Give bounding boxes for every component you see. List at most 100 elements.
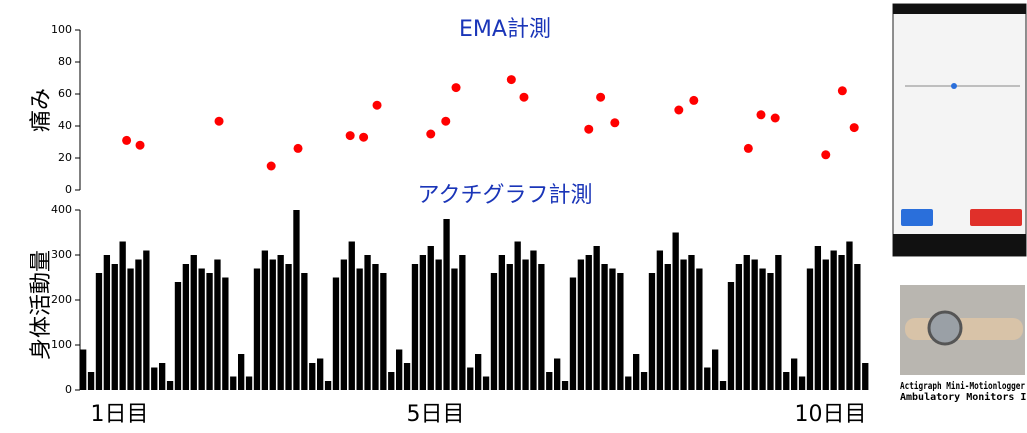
bar (120, 242, 126, 391)
bar (467, 368, 473, 391)
y-tick-label: 0 (65, 183, 72, 196)
data-point (294, 144, 303, 153)
bar (578, 260, 584, 391)
bar (688, 255, 694, 390)
bar (301, 273, 307, 390)
data-point (136, 141, 145, 150)
bar (230, 377, 236, 391)
bar (846, 242, 852, 391)
bar (862, 363, 868, 390)
bar (364, 255, 370, 390)
bar (214, 260, 220, 391)
bar (167, 381, 173, 390)
bar (80, 350, 86, 391)
bar (538, 264, 544, 390)
bar (420, 255, 426, 390)
phone-screenshot (893, 4, 1026, 256)
bar (720, 381, 726, 390)
photo-caption: Ambulatory Monitors Inc. (900, 391, 1027, 403)
y-tick-label: 300 (51, 248, 72, 261)
data-point (674, 106, 683, 115)
page: EMA計測 アクチグラフ計測 痛み 身体活動量 Actigraph Mini-M… (0, 0, 1027, 433)
data-point (346, 131, 355, 140)
back-button (901, 209, 933, 226)
x-tick-label: 1日目 (91, 402, 149, 427)
bar (633, 354, 639, 390)
data-point (838, 86, 847, 95)
bar (404, 363, 410, 390)
data-point (122, 136, 131, 145)
bar (412, 264, 418, 390)
device-photo-watch (929, 312, 961, 344)
bar (625, 377, 631, 391)
data-point (215, 117, 224, 126)
bar (96, 273, 102, 390)
data-point (850, 123, 859, 132)
bar (135, 260, 141, 391)
bar (459, 255, 465, 390)
bar (704, 368, 710, 391)
data-point (519, 93, 528, 102)
bar (104, 255, 110, 390)
bar (807, 269, 813, 391)
bar (309, 363, 315, 390)
bar (609, 269, 615, 391)
data-point (756, 110, 765, 119)
bar (783, 372, 789, 390)
bar (673, 233, 679, 391)
chart-title: EMA計測 (459, 17, 551, 42)
bar (838, 255, 844, 390)
bar (175, 282, 181, 390)
status-bar (893, 4, 1026, 14)
bar (491, 273, 497, 390)
bar (333, 278, 339, 391)
y-tick-label: 100 (51, 23, 72, 36)
data-point (744, 144, 753, 153)
y-tick-label: 0 (65, 383, 72, 396)
bar (451, 269, 457, 391)
y-tick-label: 400 (51, 203, 72, 216)
data-point (359, 133, 368, 142)
submit-button (970, 209, 1022, 226)
bar (246, 377, 252, 391)
bar (127, 269, 133, 391)
bar (507, 264, 513, 390)
bar (285, 264, 291, 390)
y-tick-label: 60 (58, 87, 72, 100)
bar (499, 255, 505, 390)
bar (483, 377, 489, 391)
bar (112, 264, 118, 390)
bar (546, 372, 552, 390)
y-tick-label: 20 (58, 151, 72, 164)
bar (736, 264, 742, 390)
photo-caption: Actigraph Mini-Motionlogger (900, 380, 1025, 392)
bar (522, 260, 528, 391)
bar (293, 210, 299, 390)
y-tick-label: 200 (51, 293, 72, 306)
data-point (441, 117, 450, 126)
bar (752, 260, 758, 391)
device-photo-arm (905, 318, 1023, 340)
bar (357, 269, 363, 391)
bar (159, 363, 165, 390)
data-point (373, 101, 382, 110)
bar (530, 251, 536, 391)
bar (712, 350, 718, 391)
slider-knob (951, 83, 957, 89)
bar (388, 372, 394, 390)
bar (222, 278, 228, 391)
data-point (507, 75, 516, 84)
bar (428, 246, 434, 390)
bar (831, 251, 837, 391)
data-point (596, 93, 605, 102)
y-tick-label: 80 (58, 55, 72, 68)
data-point (771, 114, 780, 123)
data-point (452, 83, 461, 92)
data-point (689, 96, 698, 105)
data-point (584, 125, 593, 134)
bar (88, 372, 94, 390)
bar (854, 264, 860, 390)
data-point (267, 162, 276, 171)
bar (349, 242, 355, 391)
data-point (426, 130, 435, 139)
